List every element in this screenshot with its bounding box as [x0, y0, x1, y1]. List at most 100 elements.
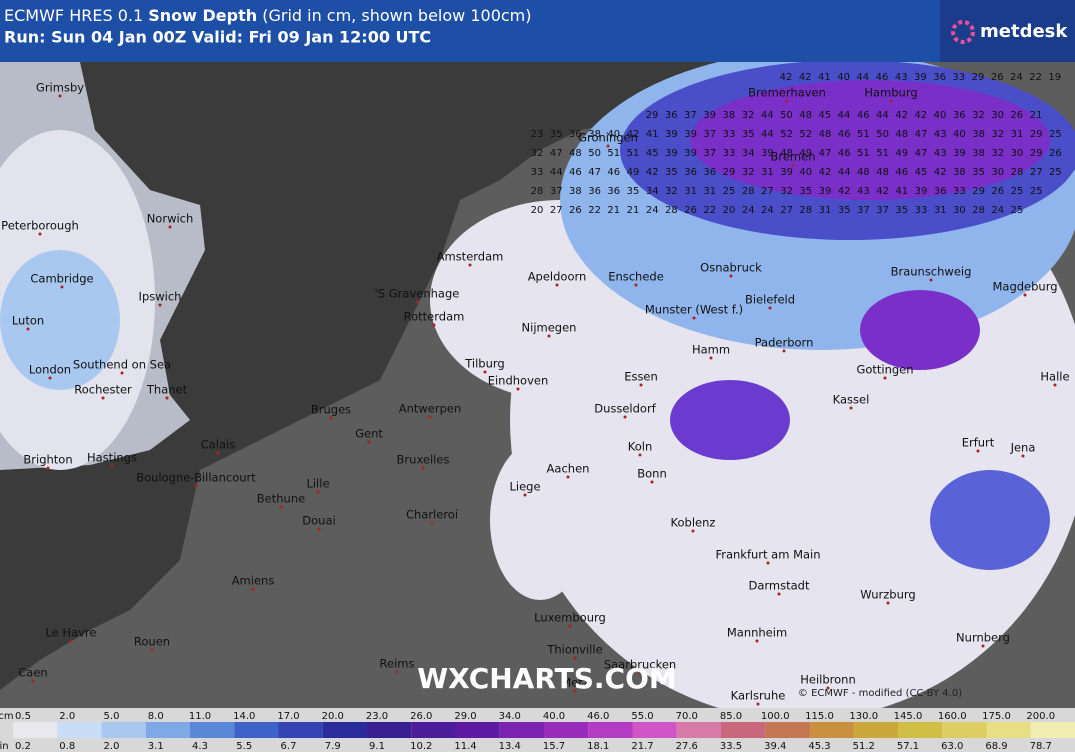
city-label: Dusseldorf: [594, 402, 656, 416]
snow-cover: [0, 50, 1075, 720]
grid-value: 42: [934, 167, 947, 178]
legend-cm-label: 34.0: [499, 711, 521, 722]
city-label: Eindhoven: [488, 374, 549, 388]
city-label: Essen: [624, 370, 658, 384]
city-dot: [639, 383, 643, 387]
city-label: Bonn: [637, 467, 667, 481]
city-label: Heilbronn: [800, 673, 856, 687]
grid-value: 26: [991, 186, 1004, 197]
grid-value: 37: [703, 129, 716, 140]
grid-value: 25: [1049, 167, 1062, 178]
grid-value: 37: [550, 186, 563, 197]
grid-value: 49: [799, 148, 812, 159]
grid-value: 52: [780, 129, 793, 140]
grid-value: 36: [588, 186, 601, 197]
city-dot: [573, 689, 577, 693]
city-label: Paderborn: [755, 336, 814, 350]
legend-in-label: 68.9: [985, 741, 1007, 752]
grid-value: 50: [588, 148, 601, 159]
grid-value: 46: [838, 148, 851, 159]
logo-text: metdesk: [980, 21, 1068, 42]
legend-cm-label: 14.0: [233, 711, 255, 722]
grid-value: 48: [780, 148, 793, 159]
city-label: Halle: [1040, 370, 1069, 384]
grid-value: 38: [972, 129, 985, 140]
city-label: Magdeburg: [992, 280, 1057, 294]
grid-value: 24: [646, 205, 659, 216]
city-label: Gent: [355, 427, 383, 441]
grid-value: 26: [991, 72, 1004, 83]
legend-in-label: 21.7: [631, 741, 653, 752]
city-dot: [883, 376, 887, 380]
snow-area: [690, 80, 1050, 200]
city-label: Lille: [306, 477, 329, 491]
grid-value: 34: [646, 186, 659, 197]
grid-value: 39: [819, 186, 832, 197]
legend-in-label: 9.1: [369, 741, 385, 752]
city-dot: [468, 263, 472, 267]
city-label: Osnabruck: [700, 261, 762, 275]
city-label: Amiens: [232, 574, 275, 588]
legend-in-label: 2.0: [104, 741, 120, 752]
grid-value: 51: [857, 129, 870, 140]
grid-value: 39: [914, 72, 927, 83]
grid-value: 22: [703, 205, 716, 216]
title-prefix: ECMWF HRES 0.1: [4, 6, 143, 25]
city-label: Erfurt: [962, 436, 995, 450]
grid-value: 40: [799, 167, 812, 178]
legend-cm-label: 46.0: [587, 711, 609, 722]
city-dot: [46, 466, 50, 470]
city-dot: [634, 283, 638, 287]
legend-cm-label: 160.0: [938, 711, 967, 722]
city-dot: [415, 300, 419, 304]
city-label: Rochester: [74, 383, 132, 397]
legend-swatch: [721, 722, 766, 738]
city-dot: [849, 406, 853, 410]
grid-value: 28: [799, 205, 812, 216]
grid-value: 42: [819, 167, 832, 178]
grid-value: 28: [742, 186, 755, 197]
city-dot: [547, 334, 551, 338]
grid-value: 31: [761, 167, 774, 178]
grid-value: 46: [895, 167, 908, 178]
legend-swatch: [411, 722, 456, 738]
city-dot: [168, 225, 172, 229]
city-label: Bruges: [311, 403, 351, 417]
legend-cm-label: 20.0: [322, 711, 344, 722]
grid-value: 42: [646, 167, 659, 178]
city-dot: [606, 144, 610, 148]
grid-value: 33: [723, 148, 736, 159]
grid-value: 29: [646, 110, 659, 121]
city-label: Southend on Sea: [73, 358, 171, 372]
grid-value: 35: [627, 186, 640, 197]
grid-value: 22: [588, 205, 601, 216]
grid-value: 28: [665, 205, 678, 216]
grid-value: 44: [550, 167, 563, 178]
grid-value: 32: [531, 148, 544, 159]
grid-value: 39: [703, 110, 716, 121]
city-label: Nijmegen: [522, 321, 577, 335]
grid-value: 36: [703, 167, 716, 178]
grid-value: 28: [1011, 167, 1024, 178]
city-label: Rouen: [134, 635, 170, 649]
city-label: Caen: [18, 666, 47, 680]
grid-value: 38: [722, 110, 735, 121]
city-dot: [317, 527, 321, 531]
grid-value: 49: [627, 167, 640, 178]
city-dot: [768, 306, 772, 310]
grid-value: 35: [838, 205, 851, 216]
city-dot: [709, 356, 713, 360]
grid-value: 40: [934, 110, 947, 121]
city-label: Braunschweig: [891, 265, 972, 279]
grid-value: 32: [742, 167, 755, 178]
legend-in-label: 51.2: [853, 741, 875, 752]
city-dot: [1053, 383, 1057, 387]
grid-value: 26: [684, 205, 697, 216]
grid-value: 47: [915, 148, 928, 159]
city-label: London: [29, 363, 71, 377]
snow-area: [490, 440, 590, 600]
grid-value: 43: [934, 129, 947, 140]
legend-in-label: 11.4: [454, 741, 476, 752]
city-dot: [691, 529, 695, 533]
